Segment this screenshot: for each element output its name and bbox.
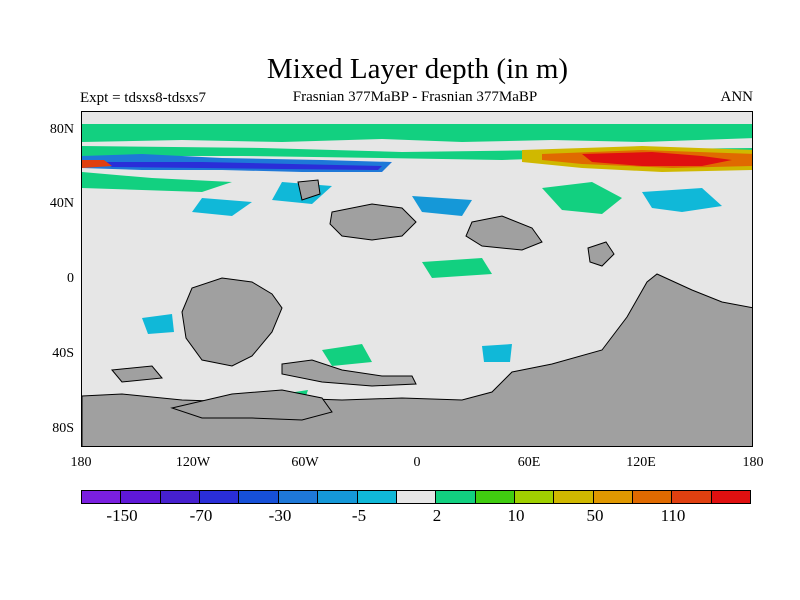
- map-field: [82, 112, 752, 446]
- x-tick-0: 0: [413, 455, 421, 470]
- colorbar-label: 110: [660, 506, 686, 525]
- colorbar-swatch: [121, 491, 161, 503]
- y-tick-80n: 80N: [49, 122, 74, 137]
- land-laurentia: [181, 277, 283, 367]
- colorbar-swatch: [711, 491, 751, 503]
- colorbar-swatch: [318, 491, 358, 503]
- anomaly-green-patch-2: [542, 182, 622, 214]
- x-tick-60w: 60W: [291, 455, 319, 470]
- x-tick-180e: 180: [742, 455, 764, 470]
- colorbar-swatch: [475, 491, 515, 503]
- experiment-label: Expt = tdsxs8-tdsxs7: [80, 90, 206, 106]
- land-baltica: [329, 203, 417, 241]
- y-tick-0: 0: [67, 271, 74, 286]
- colorbar-swatch: [200, 491, 240, 503]
- x-tick-120e: 120E: [626, 455, 656, 470]
- colorbar-swatch: [396, 491, 437, 503]
- anomaly-blue-patch-5: [142, 314, 174, 334]
- anomaly-green-patch-4: [322, 344, 372, 366]
- anomaly-blue-patch-4: [412, 196, 472, 216]
- colorbar-swatch: [278, 491, 319, 503]
- colorbar-label: -150: [106, 506, 138, 525]
- plot-title: Mixed Layer depth (in m): [266, 53, 569, 85]
- anomaly-green-patch-1: [82, 172, 232, 192]
- period-label: Frasnian 377MaBP - Frasnian 377MaBP: [292, 89, 538, 105]
- y-tick-40n: 40N: [49, 196, 74, 211]
- land-southern-strip: [281, 359, 417, 387]
- colorbar-swatch: [239, 491, 279, 503]
- anomaly-blue-patch-6: [482, 344, 512, 362]
- colorbar-swatch: [593, 491, 634, 503]
- anomaly-blue-patch-2: [192, 198, 252, 216]
- colorbar-swatch: [357, 491, 397, 503]
- colorbar-swatch: [436, 491, 476, 503]
- y-tick-80s: 80S: [52, 421, 74, 436]
- land-west-isle: [111, 365, 163, 383]
- x-tick-60e: 60E: [517, 455, 541, 470]
- colorbar: [81, 490, 751, 504]
- colorbar-label: -30: [268, 506, 292, 525]
- colorbar-label: 2: [432, 506, 442, 525]
- colorbar-label: -70: [189, 506, 213, 525]
- anomaly-purple-band: [102, 162, 382, 170]
- colorbar-swatch: [82, 491, 122, 503]
- land-siberia: [465, 215, 543, 251]
- x-tick-120w: 120W: [175, 455, 211, 470]
- colorbar-swatch: [160, 491, 201, 503]
- colorbar-label: 50: [586, 506, 604, 525]
- colorbar-swatch: [672, 491, 712, 503]
- season-label: ANN: [720, 89, 754, 105]
- y-tick-40s: 40S: [52, 346, 74, 361]
- colorbar-label: 10: [507, 506, 525, 525]
- land-antarctic-ridge: [170, 389, 333, 421]
- land-east-isle: [587, 241, 615, 267]
- anomaly-red-band-east: [582, 152, 732, 166]
- anomaly-red-band-west: [82, 160, 112, 168]
- x-tick-180w: 180: [70, 455, 92, 470]
- anomaly-blue-patch-3: [642, 188, 722, 212]
- land-north-isle: [297, 179, 321, 201]
- colorbar-swatch: [514, 491, 555, 503]
- anomaly-green-band-north: [82, 124, 752, 142]
- anomaly-green-patch-3: [422, 258, 492, 278]
- colorbar-swatch: [554, 491, 594, 503]
- colorbar-label: -5: [351, 506, 367, 525]
- map-panel: [81, 111, 753, 447]
- colorbar-swatch: [633, 491, 673, 503]
